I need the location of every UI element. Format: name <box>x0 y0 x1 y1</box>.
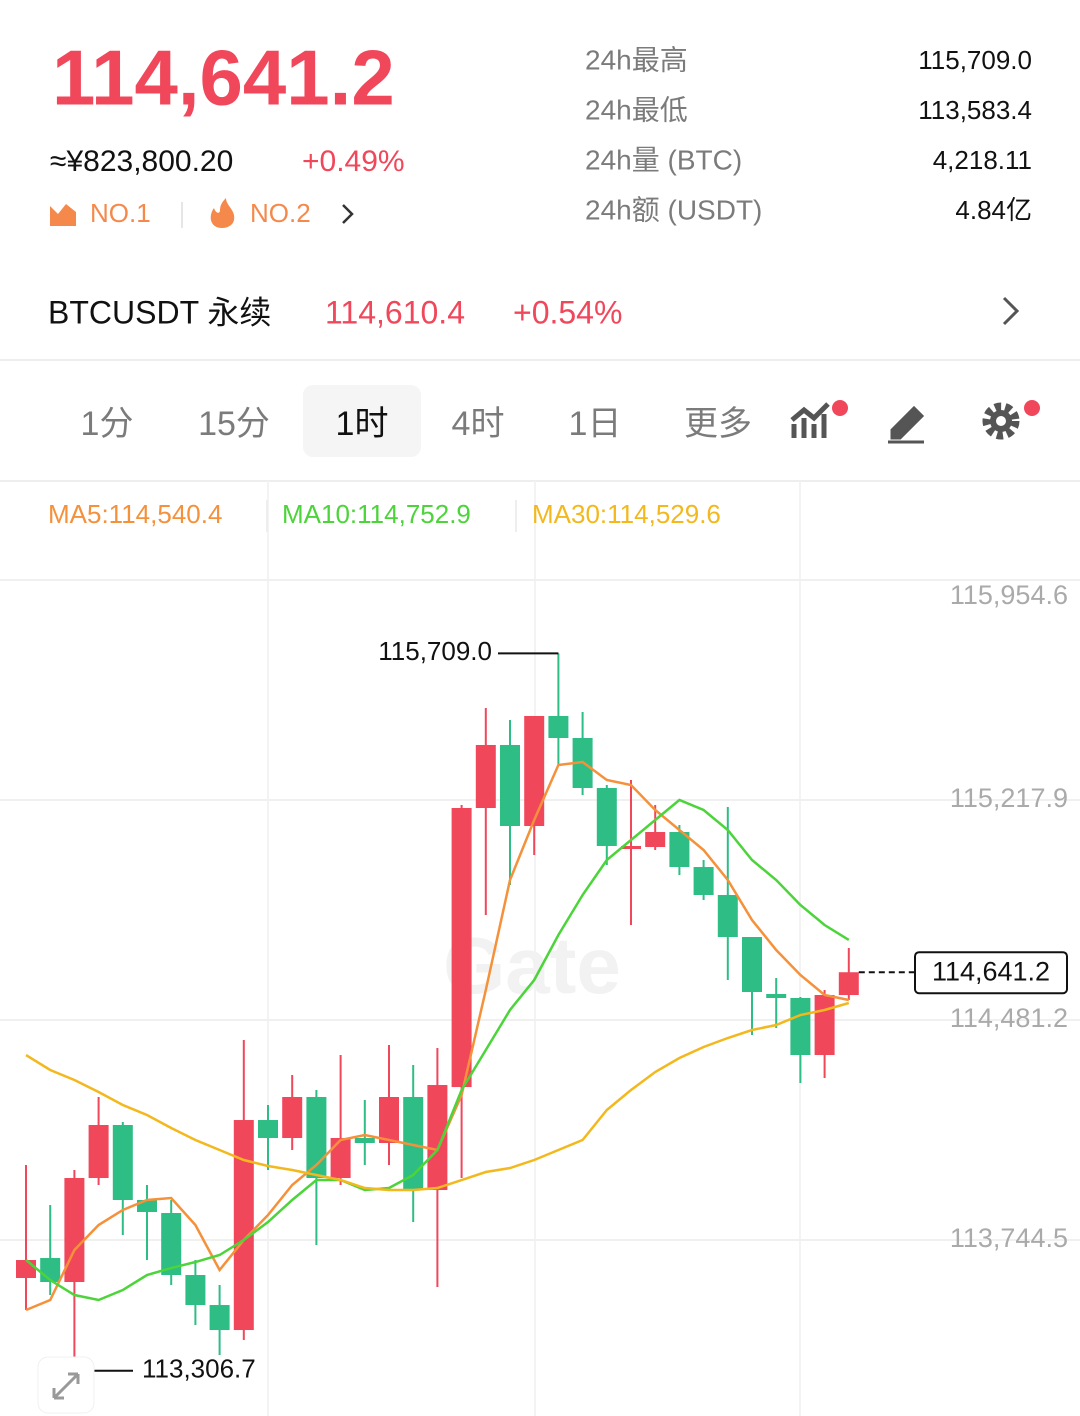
hot-icon <box>210 198 235 228</box>
dot <box>1024 400 1040 416</box>
candle-body <box>233 1120 254 1331</box>
tab[interactable]: 1时 <box>336 405 389 443</box>
last-price: 114,641.2 <box>52 34 395 122</box>
candle-body <box>354 1137 375 1144</box>
stat-value: 113,583.4 <box>918 95 1032 125</box>
stat-value: 115,709.0 <box>918 45 1032 75</box>
expand-icon <box>52 1372 80 1400</box>
candle-body <box>64 1178 85 1283</box>
min-label: 113,306.7 <box>142 1354 256 1384</box>
stat-value: 4.84亿 <box>955 195 1032 225</box>
chevron[interactable] <box>1002 296 1020 326</box>
rank-icon <box>50 204 76 226</box>
badge[interactable]: NO.1 <box>90 198 151 228</box>
candle-body <box>451 807 472 1088</box>
tab[interactable]: 15分 <box>198 405 270 443</box>
candle-body <box>790 997 811 1056</box>
stat-label: 24h量 (BTC) <box>585 144 742 175</box>
candle-body <box>330 1137 351 1179</box>
stat-label: 24h额 (USDT) <box>585 194 762 225</box>
stat-label: 24h最低 <box>585 94 688 125</box>
candle-body <box>766 993 787 998</box>
contract-change: +0.54% <box>513 294 622 330</box>
tab[interactable]: 4时 <box>452 405 505 443</box>
candle-body <box>717 894 738 938</box>
chevron[interactable] <box>342 204 354 224</box>
legend-entry: MA30:114,529.6 <box>532 499 721 529</box>
contract-price: 114,610.4 <box>325 294 465 330</box>
candle-body <box>16 1260 36 1278</box>
legend-entry: MA10:114,752.9 <box>282 499 471 529</box>
tab-bar: 1分 15分 1时 4时 1日 更多 <box>81 385 752 457</box>
candle-body <box>693 867 714 895</box>
tool-icons <box>790 400 1040 444</box>
candle-body <box>500 744 520 827</box>
candle-body <box>645 832 666 848</box>
candle-body <box>88 1125 109 1179</box>
candle-body <box>112 1125 133 1200</box>
candle-body <box>209 1305 230 1331</box>
candle-body <box>814 995 835 1056</box>
stats: 24h最高 115,709.0 24h最低 113,583.4 24h量 (BT… <box>585 44 1032 225</box>
candle-body <box>669 832 690 868</box>
change: +0.49% <box>302 145 405 178</box>
candle-body <box>379 1096 399 1144</box>
candle-body <box>282 1096 303 1138</box>
settings-icon <box>996 416 1006 426</box>
last-price-label: 114,641.2 <box>932 956 1050 986</box>
candle-body <box>742 937 762 992</box>
tab[interactable]: 更多 <box>684 405 752 443</box>
stat-label: 24h最高 <box>585 44 688 75</box>
dot <box>832 400 848 416</box>
badge[interactable]: NO.2 <box>250 198 311 228</box>
y-tick-label: 115,217.9 <box>950 783 1068 813</box>
watermark: Gate <box>443 921 621 1010</box>
candle-body <box>427 1085 448 1191</box>
candle-body <box>524 715 545 827</box>
tab-highlight <box>303 385 421 457</box>
candle-body <box>185 1275 206 1306</box>
y-tick-label: 114,481.2 <box>950 1003 1068 1033</box>
legend-entry: MA5:114,540.4 <box>48 499 222 529</box>
y-tick-label: 115,954.6 <box>950 580 1068 610</box>
candle-body <box>596 787 617 846</box>
settings-icon[interactable] <box>982 402 1020 440</box>
tab[interactable]: 1日 <box>569 405 622 443</box>
stat-value: 4,218.11 <box>933 145 1032 175</box>
chart: MA5:114,540.4 MA10:114,752.9 MA30:114,529.… <box>0 499 1080 1384</box>
candle-body <box>548 715 569 738</box>
last-price-box <box>914 951 1068 995</box>
candle-body <box>161 1213 182 1276</box>
candle-body <box>838 972 859 996</box>
cny-price: ≈¥823,800.20 <box>50 145 233 178</box>
candle-body <box>403 1096 424 1191</box>
max-label: 115,709.0 <box>378 636 492 666</box>
contract-name[interactable]: BTCUSDT 永续 <box>48 294 271 330</box>
ma-line <box>25 1001 850 1192</box>
candle-body <box>306 1096 327 1179</box>
y-tick-label: 113,744.5 <box>950 1223 1068 1253</box>
indicator-icon[interactable] <box>790 402 830 438</box>
candle-body <box>258 1120 278 1138</box>
ma-line <box>25 798 850 1302</box>
candle-body <box>475 744 496 808</box>
draw-icon[interactable] <box>888 405 925 444</box>
candle-body <box>621 845 641 850</box>
tab[interactable]: 1分 <box>81 405 134 443</box>
